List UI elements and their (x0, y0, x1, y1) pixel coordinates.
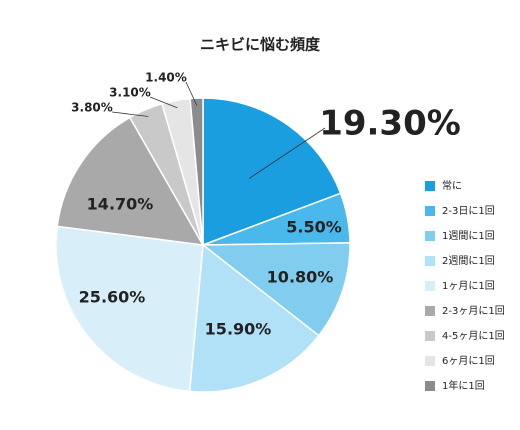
data-label: 19.30% (319, 104, 461, 144)
leader-line (111, 111, 149, 117)
legend-swatch (425, 231, 435, 241)
data-label: 25.60% (79, 288, 146, 307)
pie-slice (202, 97, 342, 247)
data-label: 15.90% (205, 320, 272, 339)
data-label: 14.70% (87, 195, 154, 214)
data-label: 1.40% (145, 71, 187, 85)
legend-swatch (425, 306, 435, 316)
legend-swatch (425, 381, 435, 391)
legend-label: 2-3日に1回 (442, 205, 495, 217)
pie-slice (188, 243, 320, 393)
leader-line (185, 81, 198, 106)
legend-swatch (425, 356, 435, 366)
legend-swatch (425, 281, 435, 291)
data-label: 5.50% (286, 218, 342, 237)
leader-line (248, 127, 326, 179)
pie-slice (55, 225, 204, 393)
data-label: 10.80% (267, 268, 334, 287)
leader-line (149, 96, 178, 109)
data-label: 3.10% (109, 86, 151, 100)
legend-label: 2-3ヶ月に1回 (442, 305, 505, 317)
legend-swatch (425, 181, 435, 191)
pie-slice (189, 97, 204, 246)
legend-label: 2週間に1回 (442, 255, 495, 267)
legend-swatch (425, 256, 435, 266)
legend-label: 1ヶ月に1回 (442, 280, 495, 292)
legend-label: 1年に1回 (442, 379, 485, 392)
legend-label: 常に (442, 179, 462, 192)
legend-swatch (425, 206, 435, 216)
legend-label: 4-5ヶ月に1回 (442, 330, 505, 342)
pie-slice (200, 242, 351, 337)
legend-label: 6ヶ月に1回 (442, 355, 495, 367)
pie-slice (56, 116, 205, 246)
data-label: 3.80% (71, 101, 113, 115)
legend-swatch (425, 331, 435, 341)
chart-title: ニキビに悩む頻度 (200, 36, 321, 54)
legend-label: 1週間に1回 (442, 230, 495, 242)
